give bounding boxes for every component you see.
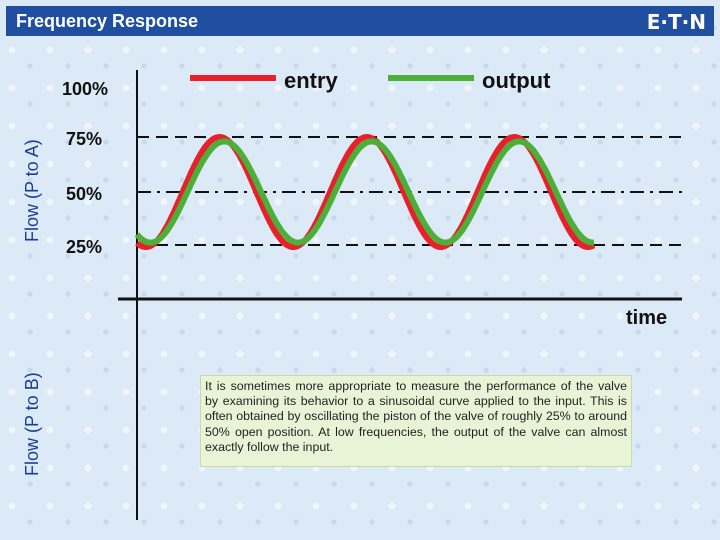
page-title: Frequency Response — [16, 11, 199, 31]
series-line-output — [134, 138, 596, 246]
y-tick-label: 25% — [66, 237, 102, 257]
y-tick-label: 100% — [62, 79, 108, 99]
legend-label-output: output — [482, 68, 551, 93]
y-tick-label: 50% — [66, 184, 102, 204]
title-bar: Frequency Response E·T·N — [6, 6, 714, 36]
explanation-note: It is sometimes more appropriate to meas… — [200, 375, 632, 467]
series-line-entry — [135, 134, 596, 250]
eaton-logo: E·T·N — [646, 10, 706, 34]
y-tick-label: 75% — [66, 129, 102, 149]
legend-label-entry: entry — [284, 68, 339, 93]
x-axis-label: time — [626, 307, 667, 329]
